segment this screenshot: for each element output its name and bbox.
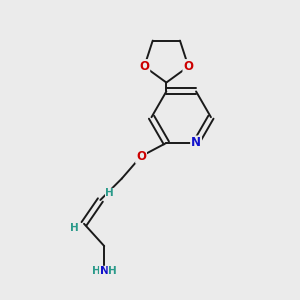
Text: H: H bbox=[108, 266, 117, 276]
Text: O: O bbox=[183, 60, 194, 73]
Text: H: H bbox=[92, 266, 100, 276]
Text: H: H bbox=[106, 188, 114, 199]
Text: N: N bbox=[100, 266, 109, 276]
Text: O: O bbox=[136, 150, 146, 163]
Text: N: N bbox=[191, 136, 201, 149]
Text: O: O bbox=[139, 60, 149, 73]
Text: H: H bbox=[70, 223, 79, 233]
